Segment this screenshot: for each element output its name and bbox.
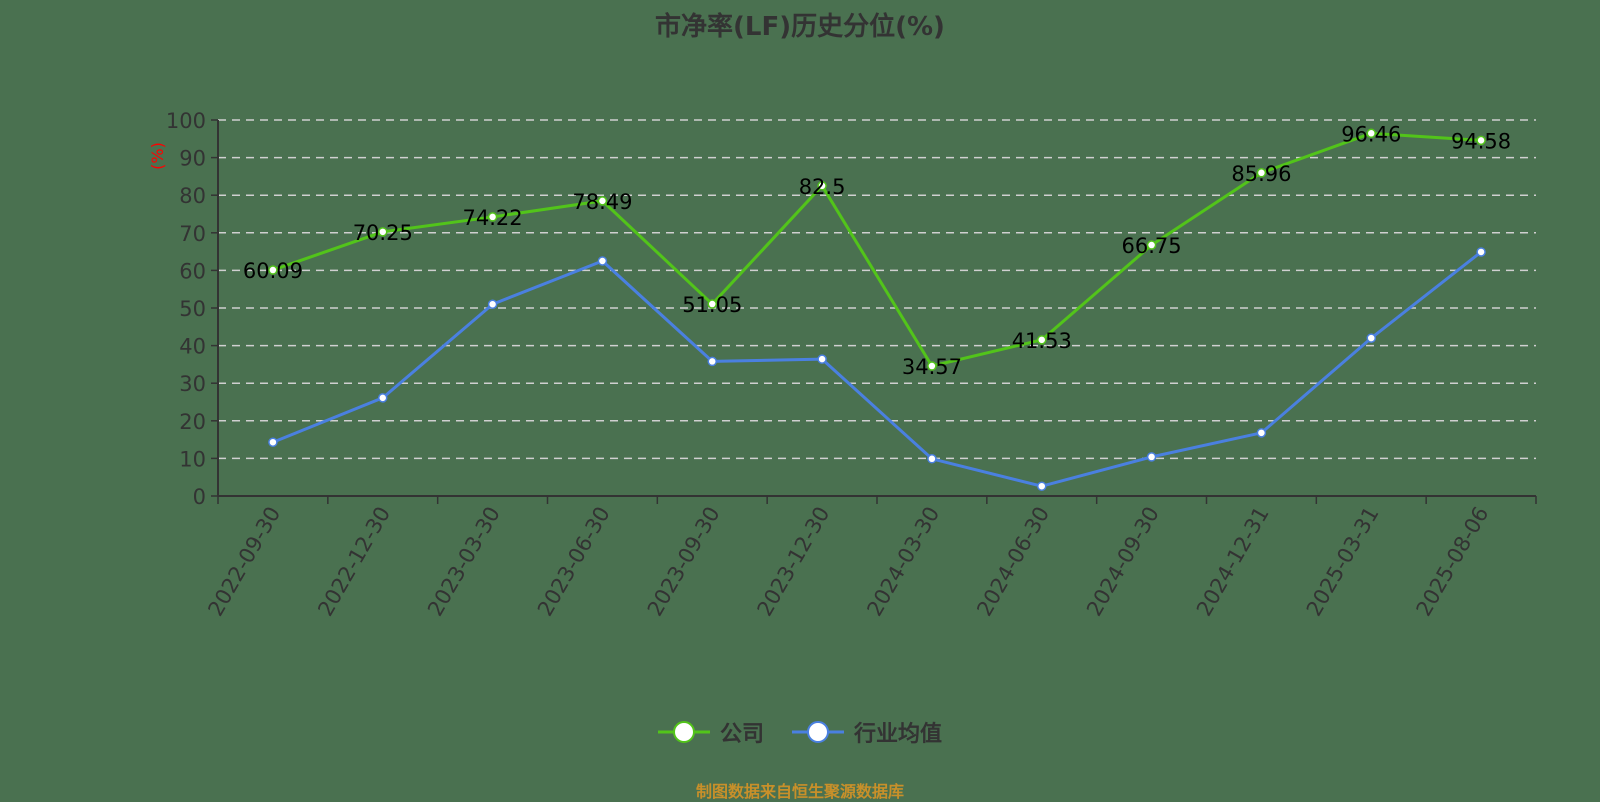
data-label: 60.09	[243, 259, 303, 283]
data-point[interactable]	[268, 265, 278, 275]
data-label: 94.58	[1451, 129, 1511, 153]
data-point[interactable]	[487, 299, 498, 309]
x-axis: 2022-09-30 2022-12-30 2023-03-30 2023-06-30…	[203, 495, 1537, 621]
x-tick-label: 2022-09-30	[203, 503, 285, 621]
y-tick-label: 80	[179, 184, 206, 208]
data-point[interactable]	[1476, 135, 1486, 146]
x-tick-label: 2025-03-31	[1302, 503, 1384, 621]
data-point[interactable]	[817, 181, 827, 191]
data-label: 66.75	[1122, 234, 1182, 258]
data-point[interactable]	[1366, 333, 1376, 343]
x-tick-label: 2023-12-30	[753, 503, 835, 621]
data-label: 82.5	[799, 175, 846, 199]
data-point[interactable]	[707, 356, 717, 367]
x-tick-label: 2025-08-06	[1412, 503, 1494, 621]
data-point[interactable]	[597, 196, 608, 206]
legend: 公司 行业均值	[0, 716, 1600, 748]
data-point[interactable]	[1256, 168, 1267, 178]
legend-item-industry[interactable]: 行业均值	[792, 716, 942, 748]
y-tick-label: 100	[166, 109, 206, 133]
data-label: 34.57	[902, 355, 962, 379]
data-point[interactable]	[487, 212, 498, 222]
data-point[interactable]	[268, 437, 278, 447]
y-tick-label: 20	[179, 410, 206, 434]
data-point[interactable]	[1256, 428, 1267, 438]
x-tick-label: 2023-09-30	[643, 503, 725, 621]
legend-industry-marker-icon	[792, 721, 844, 743]
data-point[interactable]	[1476, 247, 1486, 257]
legend-label-industry: 行业均值	[854, 722, 943, 747]
x-tick-label: 2022-12-30	[313, 503, 395, 621]
data-label: 70.25	[353, 221, 413, 245]
data-point[interactable]	[817, 354, 827, 364]
y-tick-label: 30	[179, 372, 206, 396]
data-labels: 60.09 70.25 74.22 78.49 51.05 82.5 34.57 41.53 6…	[243, 122, 1511, 379]
data-point[interactable]	[378, 227, 388, 237]
data-label: 96.46	[1341, 122, 1401, 146]
data-label: 41.53	[1012, 329, 1072, 353]
y-axis: 0 10 20 30 40 50 60 70 80 90 100	[166, 109, 219, 509]
y-tick-label: 40	[179, 335, 206, 359]
x-tick-label: 2024-12-31	[1192, 503, 1274, 621]
legend-label-company: 公司	[719, 722, 764, 747]
data-label: 85.96	[1231, 162, 1291, 186]
source-note: 制图数据来自恒生聚源数据库	[695, 782, 904, 801]
y-tick-label: 10	[179, 447, 206, 471]
data-point[interactable]	[1146, 452, 1157, 462]
series-line-0	[272, 131, 1482, 368]
data-point[interactable]	[927, 361, 937, 371]
y-tick-label: 70	[179, 222, 206, 246]
legend-company-marker-icon	[657, 721, 710, 743]
series-lines	[268, 128, 1486, 491]
y-tick-label: 60	[179, 259, 206, 283]
data-label: 51.05	[682, 293, 742, 317]
data-point[interactable]	[597, 256, 608, 266]
x-tick-label: 2024-03-30	[862, 503, 944, 621]
y-axis-unit-label: (%)	[148, 142, 167, 170]
gridlines	[218, 119, 1536, 460]
x-tick-label: 2024-09-30	[1082, 503, 1164, 621]
data-label: 78.49	[572, 190, 632, 214]
data-point[interactable]	[1037, 481, 1047, 491]
data-label: 74.22	[463, 206, 523, 230]
data-point[interactable]	[1037, 335, 1047, 345]
y-tick-label: 50	[179, 297, 206, 321]
x-tick-label: 2023-06-30	[533, 503, 615, 621]
series-line-1	[272, 250, 1483, 488]
y-tick-label: 0	[193, 485, 206, 509]
data-point[interactable]	[707, 299, 717, 309]
data-point[interactable]	[1366, 128, 1376, 139]
x-tick-label: 2024-06-30	[972, 503, 1054, 621]
y-tick-label: 90	[179, 147, 206, 171]
data-point[interactable]	[927, 454, 937, 464]
legend-item-company[interactable]: 公司	[657, 716, 764, 748]
chart-title: 市净率(LF)历史分位(%)	[655, 12, 945, 42]
data-point[interactable]	[1146, 240, 1157, 250]
data-point[interactable]	[378, 393, 388, 403]
x-tick-label: 2023-03-30	[423, 503, 505, 621]
